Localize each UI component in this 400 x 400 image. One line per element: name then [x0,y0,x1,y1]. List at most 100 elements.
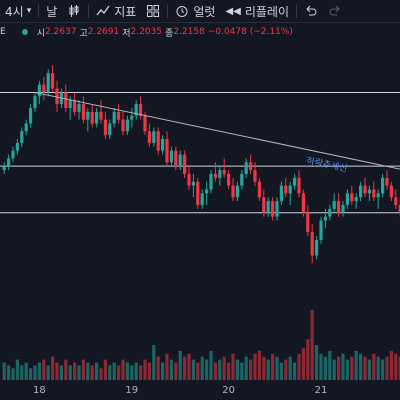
candle [240,170,244,190]
candle-body [354,197,358,202]
ohlc-legend: E 시 2.2637 고 2.2691 저 2.2035 종 2.2158 −0.047… [0,24,400,40]
candle [7,154,11,171]
candle [385,170,389,190]
candle [108,119,112,140]
close-value: 2.2158 [173,27,205,37]
candle-body [293,177,297,186]
candle [90,104,94,128]
trendline[interactable] [34,91,400,170]
volume-bar [266,359,270,380]
volume-bar [46,365,50,380]
open-value: 2.2637 [44,27,77,37]
candle [389,181,393,202]
market-status-dot [21,29,28,35]
volume-bar [152,345,156,380]
candle [169,146,173,167]
candle [293,173,297,190]
candle-body [90,111,94,124]
indicators-label: 지표 [114,4,137,19]
time-axis-label: 18 [33,385,46,396]
volume-bar [323,356,327,380]
volume-bar [7,365,11,380]
volume-bar [2,362,6,380]
volume-bar [15,359,19,380]
candle-body [271,201,275,217]
candle-body [165,139,169,163]
layouts-button[interactable] [141,0,165,22]
candle [257,177,261,202]
candle [183,150,187,178]
volume-bar [297,353,301,380]
candle [367,185,371,202]
candle-body [389,185,393,198]
toolbar: 4시 ▾ 날 지표 얼럿 ◀◀ 리플레이 [0,0,400,23]
symbol-name: E [0,27,6,37]
toolbar-separator [167,4,169,18]
time-axis-label: 21 [314,385,328,396]
candle-body [183,154,187,174]
candles-style-button[interactable] [62,0,86,22]
price-chart[interactable]: 하락추세선 [0,40,400,382]
replay-button[interactable]: ◀◀ 리플레이 [220,0,294,22]
volume-bar [59,365,63,380]
candle [174,146,178,171]
interval-button[interactable]: 4시 ▾ [0,0,36,22]
volume-bar [359,353,363,380]
candle-body [29,107,33,124]
candle [11,146,15,163]
low-label: 저 [122,28,131,39]
candle-body [284,185,288,194]
volume-bar [389,350,393,380]
volume-bar [205,359,209,380]
volume-bar [37,362,41,380]
candle [205,181,209,205]
candle [262,189,266,217]
volume-bar [121,359,125,380]
candle [191,173,195,198]
candle-body [249,162,253,171]
candle-body [266,201,270,213]
volume-bar [73,362,77,380]
candle-body [108,123,112,136]
volume-bar [301,347,305,380]
alert-button[interactable]: 얼럿 [170,0,220,22]
candle [337,193,341,217]
volume-bar [315,345,319,380]
volume-bar [381,359,385,380]
volume-bar [20,365,24,380]
candle-body [73,100,77,112]
redo-button[interactable] [323,0,347,22]
candle [15,139,19,155]
candle-body [306,212,310,233]
candle [95,107,99,128]
volume-bar [24,362,28,380]
volume-bar [29,368,33,380]
candle-body [200,193,204,205]
candle-body [297,177,301,194]
candle [363,177,367,198]
candle-body [130,115,134,120]
rewind-icon: ◀◀ [225,5,241,17]
alert-label: 얼럿 [193,4,216,19]
candle-body [117,111,121,120]
volume-bar [262,356,266,380]
candle [121,111,125,136]
candle-body [385,177,389,186]
undo-icon [306,5,317,16]
candle-body [121,119,125,132]
chart-type-label: 날 [46,4,58,19]
candle-body [178,154,182,167]
candle-body [7,158,11,167]
chart-type-button[interactable]: 날 [41,0,62,22]
indicators-button[interactable]: 지표 [91,0,141,22]
candle-body [143,115,147,132]
candle [332,193,336,213]
candle [112,107,116,128]
candle [354,193,358,209]
candle-body [240,173,244,186]
candle [301,189,305,217]
candle-body [139,104,143,116]
undo-button[interactable] [299,0,323,22]
grid-icon [147,5,160,17]
volume-bar [257,350,261,380]
